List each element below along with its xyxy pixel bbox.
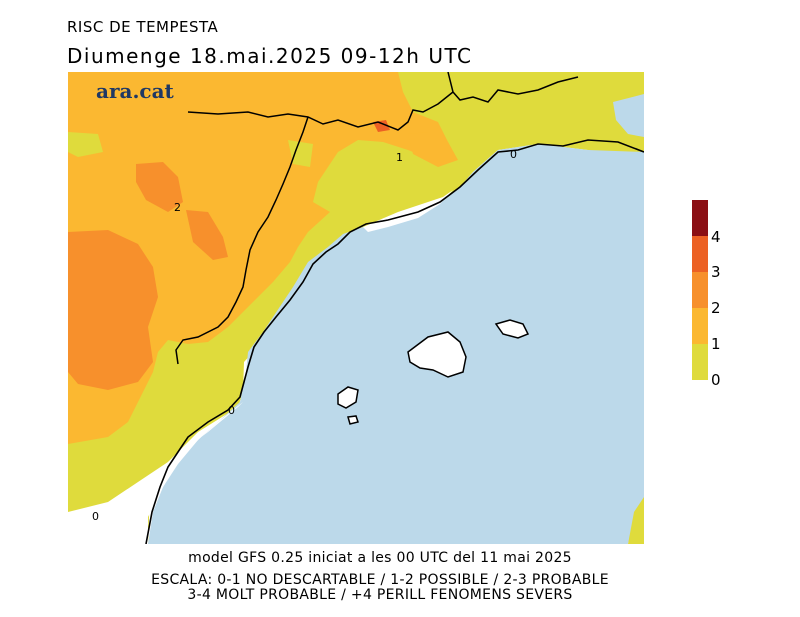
legend-label: 3 <box>711 263 721 281</box>
risk-zone-level-2-north <box>136 162 183 212</box>
sea-area-northeast <box>613 94 644 137</box>
legend-label: 4 <box>711 228 721 246</box>
scale-description: ESCALA: 0-1 NO DESCARTABLE / 1-2 POSSIBL… <box>151 572 609 588</box>
legend-swatch-level-2 <box>692 272 708 308</box>
island-ibiza <box>337 386 359 409</box>
chart-title: RISC DE TEMPESTA <box>67 18 219 36</box>
no-data-area-south <box>68 402 243 544</box>
legend-label: 2 <box>711 299 721 317</box>
legend-label: 0 <box>711 371 721 389</box>
risk-zone-level-2-center <box>186 210 228 260</box>
legend-swatch-level-4 <box>692 200 708 236</box>
legend-label: 1 <box>711 335 721 353</box>
risk-zone-level-0-east <box>628 492 644 544</box>
contour-label: 1 <box>396 151 403 164</box>
island-mallorca <box>407 331 467 378</box>
risk-zone-level-1-north <box>408 132 458 167</box>
chart-subtitle: Diumenge 18.mai.2025 09-12h UTC <box>67 44 473 68</box>
scale-description-continued: 3-4 MOLT PROBABLE / +4 PERILL FENOMENS S… <box>187 587 573 603</box>
contour-label: 0 <box>510 148 517 161</box>
contour-label: 0 <box>92 510 99 523</box>
model-info: model GFS 0.25 iniciat a les 00 UTC del … <box>188 550 572 566</box>
island-formentera <box>347 415 359 425</box>
contour-label: 0 <box>228 404 235 417</box>
legend-swatch-level-0 <box>692 344 708 380</box>
regional-border <box>175 116 309 365</box>
risk-zone-level-2 <box>68 230 158 390</box>
storm-risk-map: ara.cat 0 0 0 1 2 <box>68 72 644 544</box>
no-data-area-delta <box>363 190 453 232</box>
sea-area <box>148 144 644 544</box>
island-menorca <box>494 319 530 339</box>
logo-text: ara.cat <box>96 79 175 103</box>
legend-swatch-level-1 <box>692 308 708 344</box>
risk-zone-level-3 <box>373 120 390 132</box>
risk-zone-level-0-inland <box>68 132 336 212</box>
border-line <box>187 72 579 131</box>
contour-label: 2 <box>174 201 181 214</box>
legend-swatch-level-3 <box>692 236 708 272</box>
coastline <box>145 139 644 544</box>
